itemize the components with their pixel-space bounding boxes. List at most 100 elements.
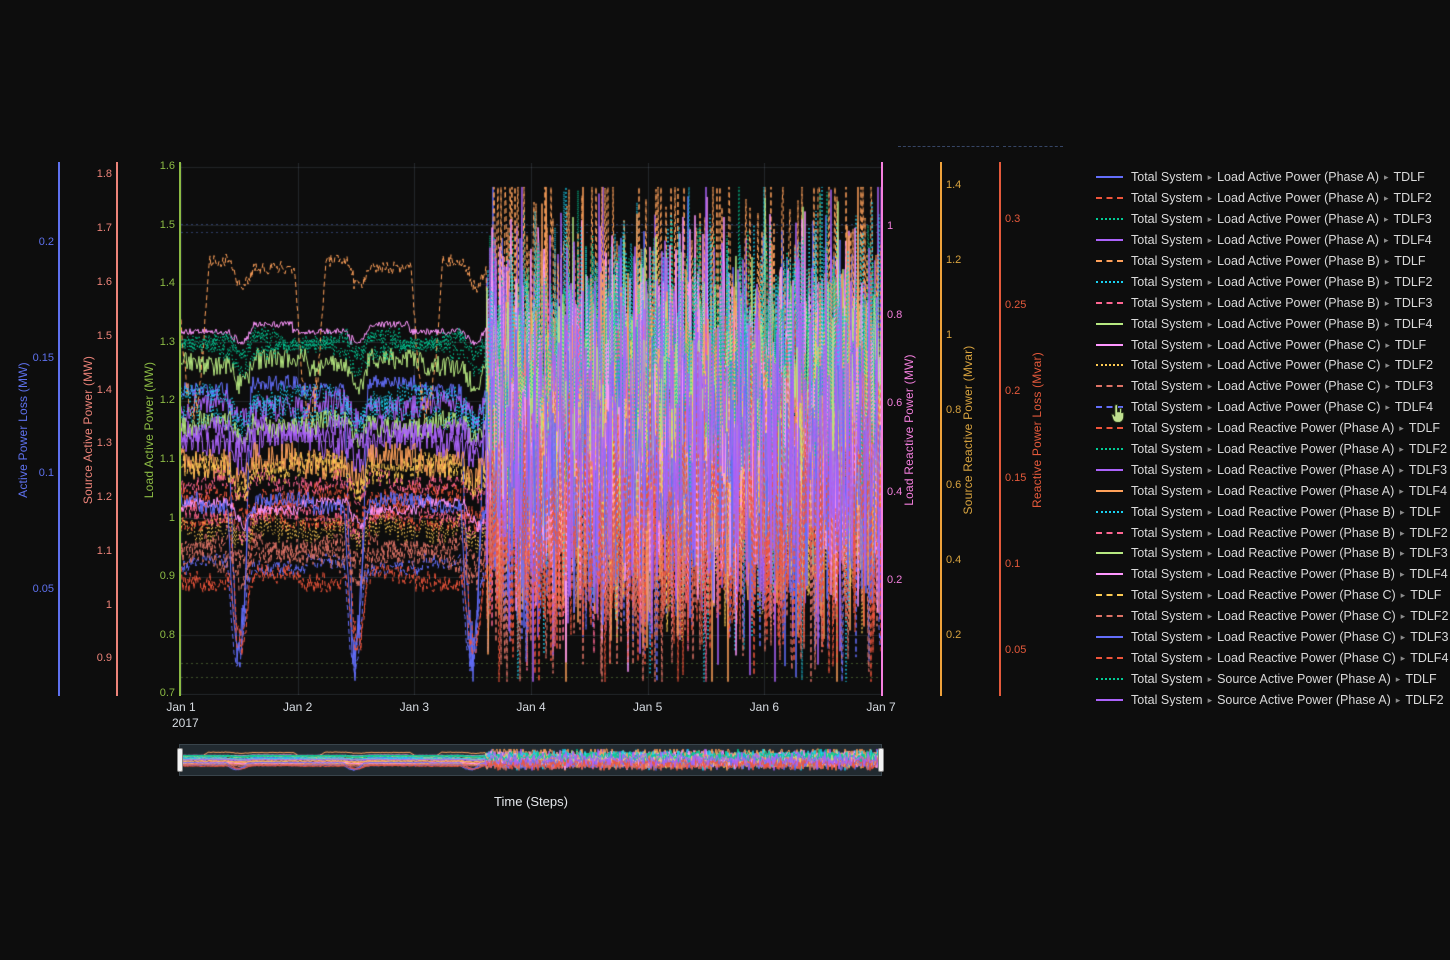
range-slider-preview[interactable] [180, 745, 881, 775]
legend-swatch [1096, 552, 1123, 555]
legend-swatch [1096, 301, 1123, 304]
triangle-separator-icon: ▸ [1384, 297, 1390, 308]
tick-label-source_reactive: 0.4 [946, 553, 962, 566]
tick-label-load_active: 1.3 [159, 335, 175, 348]
legend-item-14[interactable]: Total System ▸ Load Reactive Power (Phase … [1096, 439, 1450, 460]
triangle-separator-icon: ▸ [1207, 276, 1213, 287]
legend-swatch [1096, 636, 1123, 639]
legend-swatch [1096, 280, 1123, 283]
triangle-separator-icon: ▸ [1395, 694, 1401, 705]
legend-item-9[interactable]: Total System ▸ Load Active Power (Phase C)… [1096, 334, 1450, 355]
triangle-separator-icon: ▸ [1207, 611, 1213, 622]
axis-spine-load-active-power [179, 162, 181, 696]
legend-item-16[interactable]: Total System ▸ Load Reactive Power (Phase … [1096, 480, 1450, 501]
legend-item-11[interactable]: Total System ▸ Load Active Power (Phase C)… [1096, 376, 1450, 397]
triangle-separator-icon: ▸ [1207, 297, 1213, 308]
legend-label: Total System ▸ Source Active Power (Phase … [1131, 692, 1444, 706]
x-tick-label: Jan 6 [749, 700, 780, 714]
tick-label-load_active: 1.2 [159, 394, 175, 407]
triangle-separator-icon: ▸ [1207, 673, 1213, 684]
legend-label: Total System ▸ Load Active Power (Phase A)… [1131, 233, 1432, 248]
legend-item-18[interactable]: Total System ▸ Load Reactive Power (Phase … [1096, 522, 1450, 543]
triangle-separator-icon: ▸ [1400, 611, 1406, 622]
tick-label-source_reactive: 0.2 [946, 628, 962, 641]
legend-item-8[interactable]: Total System ▸ Load Active Power (Phase B)… [1096, 313, 1450, 334]
tick-label-source_active: 1.5 [96, 329, 112, 342]
tick-label-source_reactive: 1 [946, 328, 953, 341]
legend-label: Total System ▸ Load Active Power (Phase B)… [1131, 316, 1433, 331]
legend-item-5[interactable]: Total System ▸ Load Active Power (Phase B)… [1096, 251, 1450, 272]
axis-title-source-active-power: Source Active Power (MW) [81, 355, 95, 505]
tick-label-load_reactive: 0.2 [887, 574, 903, 587]
tick-label-reactive_loss: 0.05 [1005, 643, 1027, 656]
legend-swatch [1096, 448, 1123, 451]
legend-item-26[interactable]: Total System ▸ Source Active Power (Phase … [1096, 689, 1450, 706]
axis-title-load-reactive-power: Load Reactive Power (MW) [902, 354, 916, 506]
tick-label-load_active: 1.1 [159, 452, 175, 465]
legend-swatch [1096, 573, 1123, 576]
axis-spine-load-reactive-power [881, 162, 883, 696]
tick-label-reactive_loss: 0.25 [1005, 299, 1027, 312]
legend-item-6[interactable]: Total System ▸ Load Active Power (Phase B)… [1096, 271, 1450, 292]
legend-swatch [1096, 489, 1123, 492]
triangle-separator-icon: ▸ [1207, 318, 1213, 329]
tick-label-reactive_loss: 0.1 [1005, 557, 1021, 570]
range-slider-handle-left[interactable] [177, 748, 183, 772]
legend-label: Total System ▸ Load Reactive Power (Phase … [1131, 462, 1448, 477]
legend-item-19[interactable]: Total System ▸ Load Reactive Power (Phase … [1096, 543, 1450, 564]
legend-item-12[interactable]: Total System ▸ Load Active Power (Phase C)… [1096, 397, 1450, 418]
triangle-separator-icon: ▸ [1384, 193, 1389, 204]
legend-swatch [1096, 677, 1123, 680]
triangle-separator-icon: ▸ [1207, 172, 1213, 183]
tick-label-source_active: 1.6 [96, 275, 112, 288]
triangle-separator-icon: ▸ [1400, 632, 1406, 643]
legend-item-17[interactable]: Total System ▸ Load Reactive Power (Phase … [1096, 501, 1450, 522]
legend-swatch [1096, 656, 1123, 659]
range-slider[interactable] [177, 744, 884, 776]
legend-label: Total System ▸ Load Reactive Power (Phase … [1131, 609, 1449, 624]
tick-label-source_reactive: 0.8 [946, 403, 962, 416]
tick-label-load_reactive: 0.4 [887, 485, 903, 498]
legend-item-13[interactable]: Total System ▸ Load Reactive Power (Phase … [1096, 418, 1450, 439]
legend-label: Total System ▸ Load Reactive Power (Phase … [1131, 630, 1449, 645]
legend-label: Total System ▸ Load Active Power (Phase B)… [1131, 274, 1433, 289]
plot-area[interactable] [181, 163, 881, 695]
legend-swatch [1096, 510, 1123, 513]
legend-swatch [1096, 197, 1123, 200]
triangle-separator-icon: ▸ [1385, 381, 1390, 392]
triangle-separator-icon: ▸ [1207, 360, 1213, 371]
range-slider-handle-right[interactable] [878, 748, 884, 772]
tick-label-source_active: 1.7 [96, 222, 112, 235]
legend-label: Total System ▸ Load Reactive Power (Phase … [1131, 546, 1448, 561]
legend-item-20[interactable]: Total System ▸ Load Reactive Power (Phase … [1096, 564, 1450, 585]
legend-item-23[interactable]: Total System ▸ Load Reactive Power (Phase … [1096, 627, 1450, 648]
legend-item-1[interactable]: Total System ▸ Load Active Power (Phase A)… [1096, 167, 1450, 188]
triangle-separator-icon: ▸ [1399, 464, 1404, 475]
tick-label-load_active: 0.7 [159, 687, 175, 700]
legend-label: Total System ▸ Load Reactive Power (Phase … [1131, 483, 1448, 498]
triangle-separator-icon: ▸ [1399, 548, 1405, 559]
tick-label-load_active: 1 [168, 511, 175, 524]
triangle-separator-icon: ▸ [1384, 276, 1390, 287]
legend-item-24[interactable]: Total System ▸ Load Reactive Power (Phase … [1096, 647, 1450, 668]
triangle-separator-icon: ▸ [1399, 506, 1405, 517]
legend-item-3[interactable]: Total System ▸ Load Active Power (Phase A)… [1096, 209, 1450, 230]
legend-item-15[interactable]: Total System ▸ Load Reactive Power (Phase … [1096, 459, 1450, 480]
legend-item-4[interactable]: Total System ▸ Load Active Power (Phase A)… [1096, 230, 1450, 251]
axis-spine-active-power-loss [58, 162, 60, 696]
tick-label-load_active: 1.5 [159, 218, 175, 231]
legend-item-7[interactable]: Total System ▸ Load Active Power (Phase B)… [1096, 292, 1450, 313]
legend-item-25[interactable]: Total System ▸ Source Active Power (Phase … [1096, 668, 1450, 689]
legend-item-2[interactable]: Total System ▸ Load Active Power (Phase A)… [1096, 188, 1450, 209]
triangle-separator-icon: ▸ [1399, 569, 1405, 580]
legend-swatch [1096, 427, 1123, 430]
triangle-separator-icon: ▸ [1400, 590, 1406, 601]
triangle-separator-icon: ▸ [1399, 423, 1404, 434]
legend-item-21[interactable]: Total System ▸ Load Reactive Power (Phase … [1096, 585, 1450, 606]
legend-item-10[interactable]: Total System ▸ Load Active Power (Phase C)… [1096, 355, 1450, 376]
legend-item-22[interactable]: Total System ▸ Load Reactive Power (Phase … [1096, 606, 1450, 627]
legend-swatch [1096, 406, 1123, 409]
tick-label-active_loss: 0.05 [32, 583, 54, 596]
tick-label-reactive_loss: 0.3 [1005, 213, 1021, 226]
